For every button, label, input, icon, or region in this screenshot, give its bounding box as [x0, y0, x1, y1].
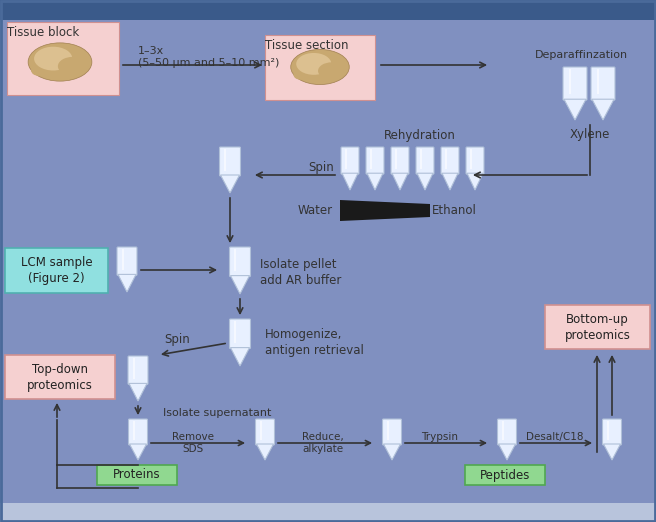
Ellipse shape	[31, 65, 47, 76]
Text: 1–3x
(5–50 μm and 5–10 mm²): 1–3x (5–50 μm and 5–10 mm²)	[138, 46, 279, 68]
Bar	[465, 465, 545, 485]
Polygon shape	[442, 173, 458, 190]
Bar	[5, 248, 108, 293]
Text: Isolate supernatant: Isolate supernatant	[163, 408, 272, 418]
Ellipse shape	[54, 70, 66, 79]
Polygon shape	[342, 173, 358, 190]
FancyBboxPatch shape	[563, 67, 587, 100]
FancyBboxPatch shape	[391, 147, 409, 174]
Polygon shape	[592, 99, 614, 120]
Polygon shape	[499, 444, 516, 460]
Text: Isolate pellet
add AR buffer: Isolate pellet add AR buffer	[260, 258, 341, 287]
Text: Deparaffinzation: Deparaffinzation	[535, 50, 628, 60]
Text: Desalt/C18: Desalt/C18	[526, 432, 584, 442]
FancyBboxPatch shape	[117, 247, 137, 276]
Text: Peptides: Peptides	[480, 469, 530, 481]
Bar	[0, 0, 656, 20]
Ellipse shape	[71, 51, 83, 60]
Polygon shape	[340, 202, 430, 218]
Polygon shape	[392, 173, 408, 190]
Text: Proteins: Proteins	[113, 469, 161, 481]
Ellipse shape	[291, 50, 349, 85]
Text: Spin: Spin	[308, 161, 334, 174]
Ellipse shape	[314, 75, 325, 82]
FancyBboxPatch shape	[230, 319, 251, 349]
FancyBboxPatch shape	[441, 147, 459, 174]
Text: Tissue block: Tissue block	[7, 26, 79, 39]
Ellipse shape	[28, 43, 92, 81]
Ellipse shape	[34, 46, 72, 70]
Text: Top-down
proteomics: Top-down proteomics	[27, 362, 93, 392]
Polygon shape	[220, 175, 239, 193]
Bar	[545, 305, 650, 349]
Bar	[7, 22, 119, 95]
FancyBboxPatch shape	[382, 419, 401, 445]
Ellipse shape	[293, 70, 308, 80]
Bar	[5, 355, 115, 399]
Bar	[265, 35, 375, 100]
Text: Spin: Spin	[164, 334, 190, 347]
Text: Ethanol: Ethanol	[432, 204, 477, 217]
Ellipse shape	[318, 62, 345, 79]
Polygon shape	[129, 444, 146, 460]
Polygon shape	[564, 99, 586, 120]
Polygon shape	[467, 173, 483, 190]
Polygon shape	[118, 275, 136, 292]
Text: Medscape: Medscape	[6, 3, 92, 18]
FancyBboxPatch shape	[602, 419, 621, 445]
Text: Homogenize,
antigen retrieval: Homogenize, antigen retrieval	[265, 328, 364, 357]
Polygon shape	[384, 444, 401, 460]
FancyBboxPatch shape	[591, 67, 615, 100]
Text: Trypsin: Trypsin	[422, 432, 459, 442]
FancyBboxPatch shape	[230, 247, 251, 277]
Text: Reduce,
alkylate: Reduce, alkylate	[302, 432, 344, 454]
FancyBboxPatch shape	[220, 147, 241, 176]
Polygon shape	[129, 383, 147, 401]
Text: Xylene: Xylene	[570, 128, 610, 141]
FancyBboxPatch shape	[416, 147, 434, 174]
FancyBboxPatch shape	[497, 419, 516, 445]
Bar	[97, 465, 177, 485]
FancyBboxPatch shape	[255, 419, 274, 445]
Polygon shape	[417, 173, 433, 190]
Text: Water: Water	[298, 204, 333, 217]
FancyBboxPatch shape	[341, 147, 359, 174]
Ellipse shape	[330, 57, 342, 65]
Text: Source: Expert Rev Proteomics © 2013 Expert Reviews Ltd: Source: Expert Rev Proteomics © 2013 Exp…	[346, 507, 652, 517]
FancyBboxPatch shape	[466, 147, 484, 174]
Text: Tissue section: Tissue section	[265, 39, 348, 52]
Polygon shape	[340, 200, 430, 221]
FancyBboxPatch shape	[366, 147, 384, 174]
Polygon shape	[256, 444, 274, 460]
Polygon shape	[367, 173, 383, 190]
Polygon shape	[230, 348, 249, 366]
Bar	[0, 503, 656, 522]
Ellipse shape	[297, 53, 331, 75]
FancyBboxPatch shape	[128, 356, 148, 384]
FancyBboxPatch shape	[129, 419, 148, 445]
Text: Remove
SDS: Remove SDS	[172, 432, 214, 454]
Polygon shape	[604, 444, 621, 460]
Polygon shape	[230, 276, 249, 294]
Text: Bottom-up
proteomics: Bottom-up proteomics	[565, 313, 630, 341]
Text: Rehydration: Rehydration	[384, 129, 456, 142]
Ellipse shape	[58, 57, 88, 76]
Text: LCM sample
(Figure 2): LCM sample (Figure 2)	[21, 256, 92, 285]
